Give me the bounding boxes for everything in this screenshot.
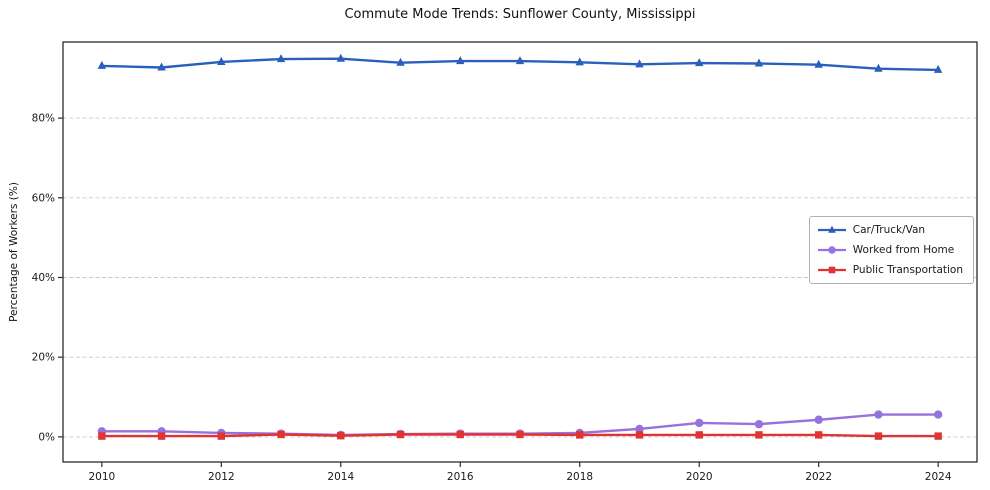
legend-label: Worked from Home (852, 244, 955, 256)
y-axis-label: Percentage of Workers (%) (8, 182, 20, 322)
svg-text:60%: 60% (32, 192, 55, 204)
svg-text:2014: 2014 (327, 471, 354, 483)
svg-text:80%: 80% (32, 113, 55, 125)
legend-line-marker-icon (817, 266, 846, 274)
legend-label: Car/Truck/Van (852, 224, 926, 236)
svg-text:40%: 40% (32, 272, 55, 284)
legend-item-worked-from-home: Worked from Home (817, 243, 963, 257)
legend-line-marker-icon (817, 225, 846, 233)
legend-line-marker-icon (817, 246, 846, 254)
svg-text:0%: 0% (38, 431, 55, 443)
svg-text:2024: 2024 (925, 471, 952, 483)
legend-label: Public Transportation (852, 264, 963, 276)
legend: Car/Truck/Van Worked from Home Public Tr… (808, 216, 974, 284)
svg-text:2022: 2022 (805, 471, 832, 483)
svg-text:2020: 2020 (686, 471, 713, 483)
chart-title: Commute Mode Trends: Sunflower County, M… (344, 7, 696, 22)
legend-item-public-transportation: Public Transportation (817, 263, 963, 277)
svg-text:2010: 2010 (88, 471, 115, 483)
svg-text:2016: 2016 (447, 471, 474, 483)
svg-text:20%: 20% (32, 352, 55, 364)
svg-text:2012: 2012 (208, 471, 235, 483)
legend-item-car-truck-van: Car/Truck/Van (817, 223, 963, 237)
svg-text:2018: 2018 (566, 471, 593, 483)
